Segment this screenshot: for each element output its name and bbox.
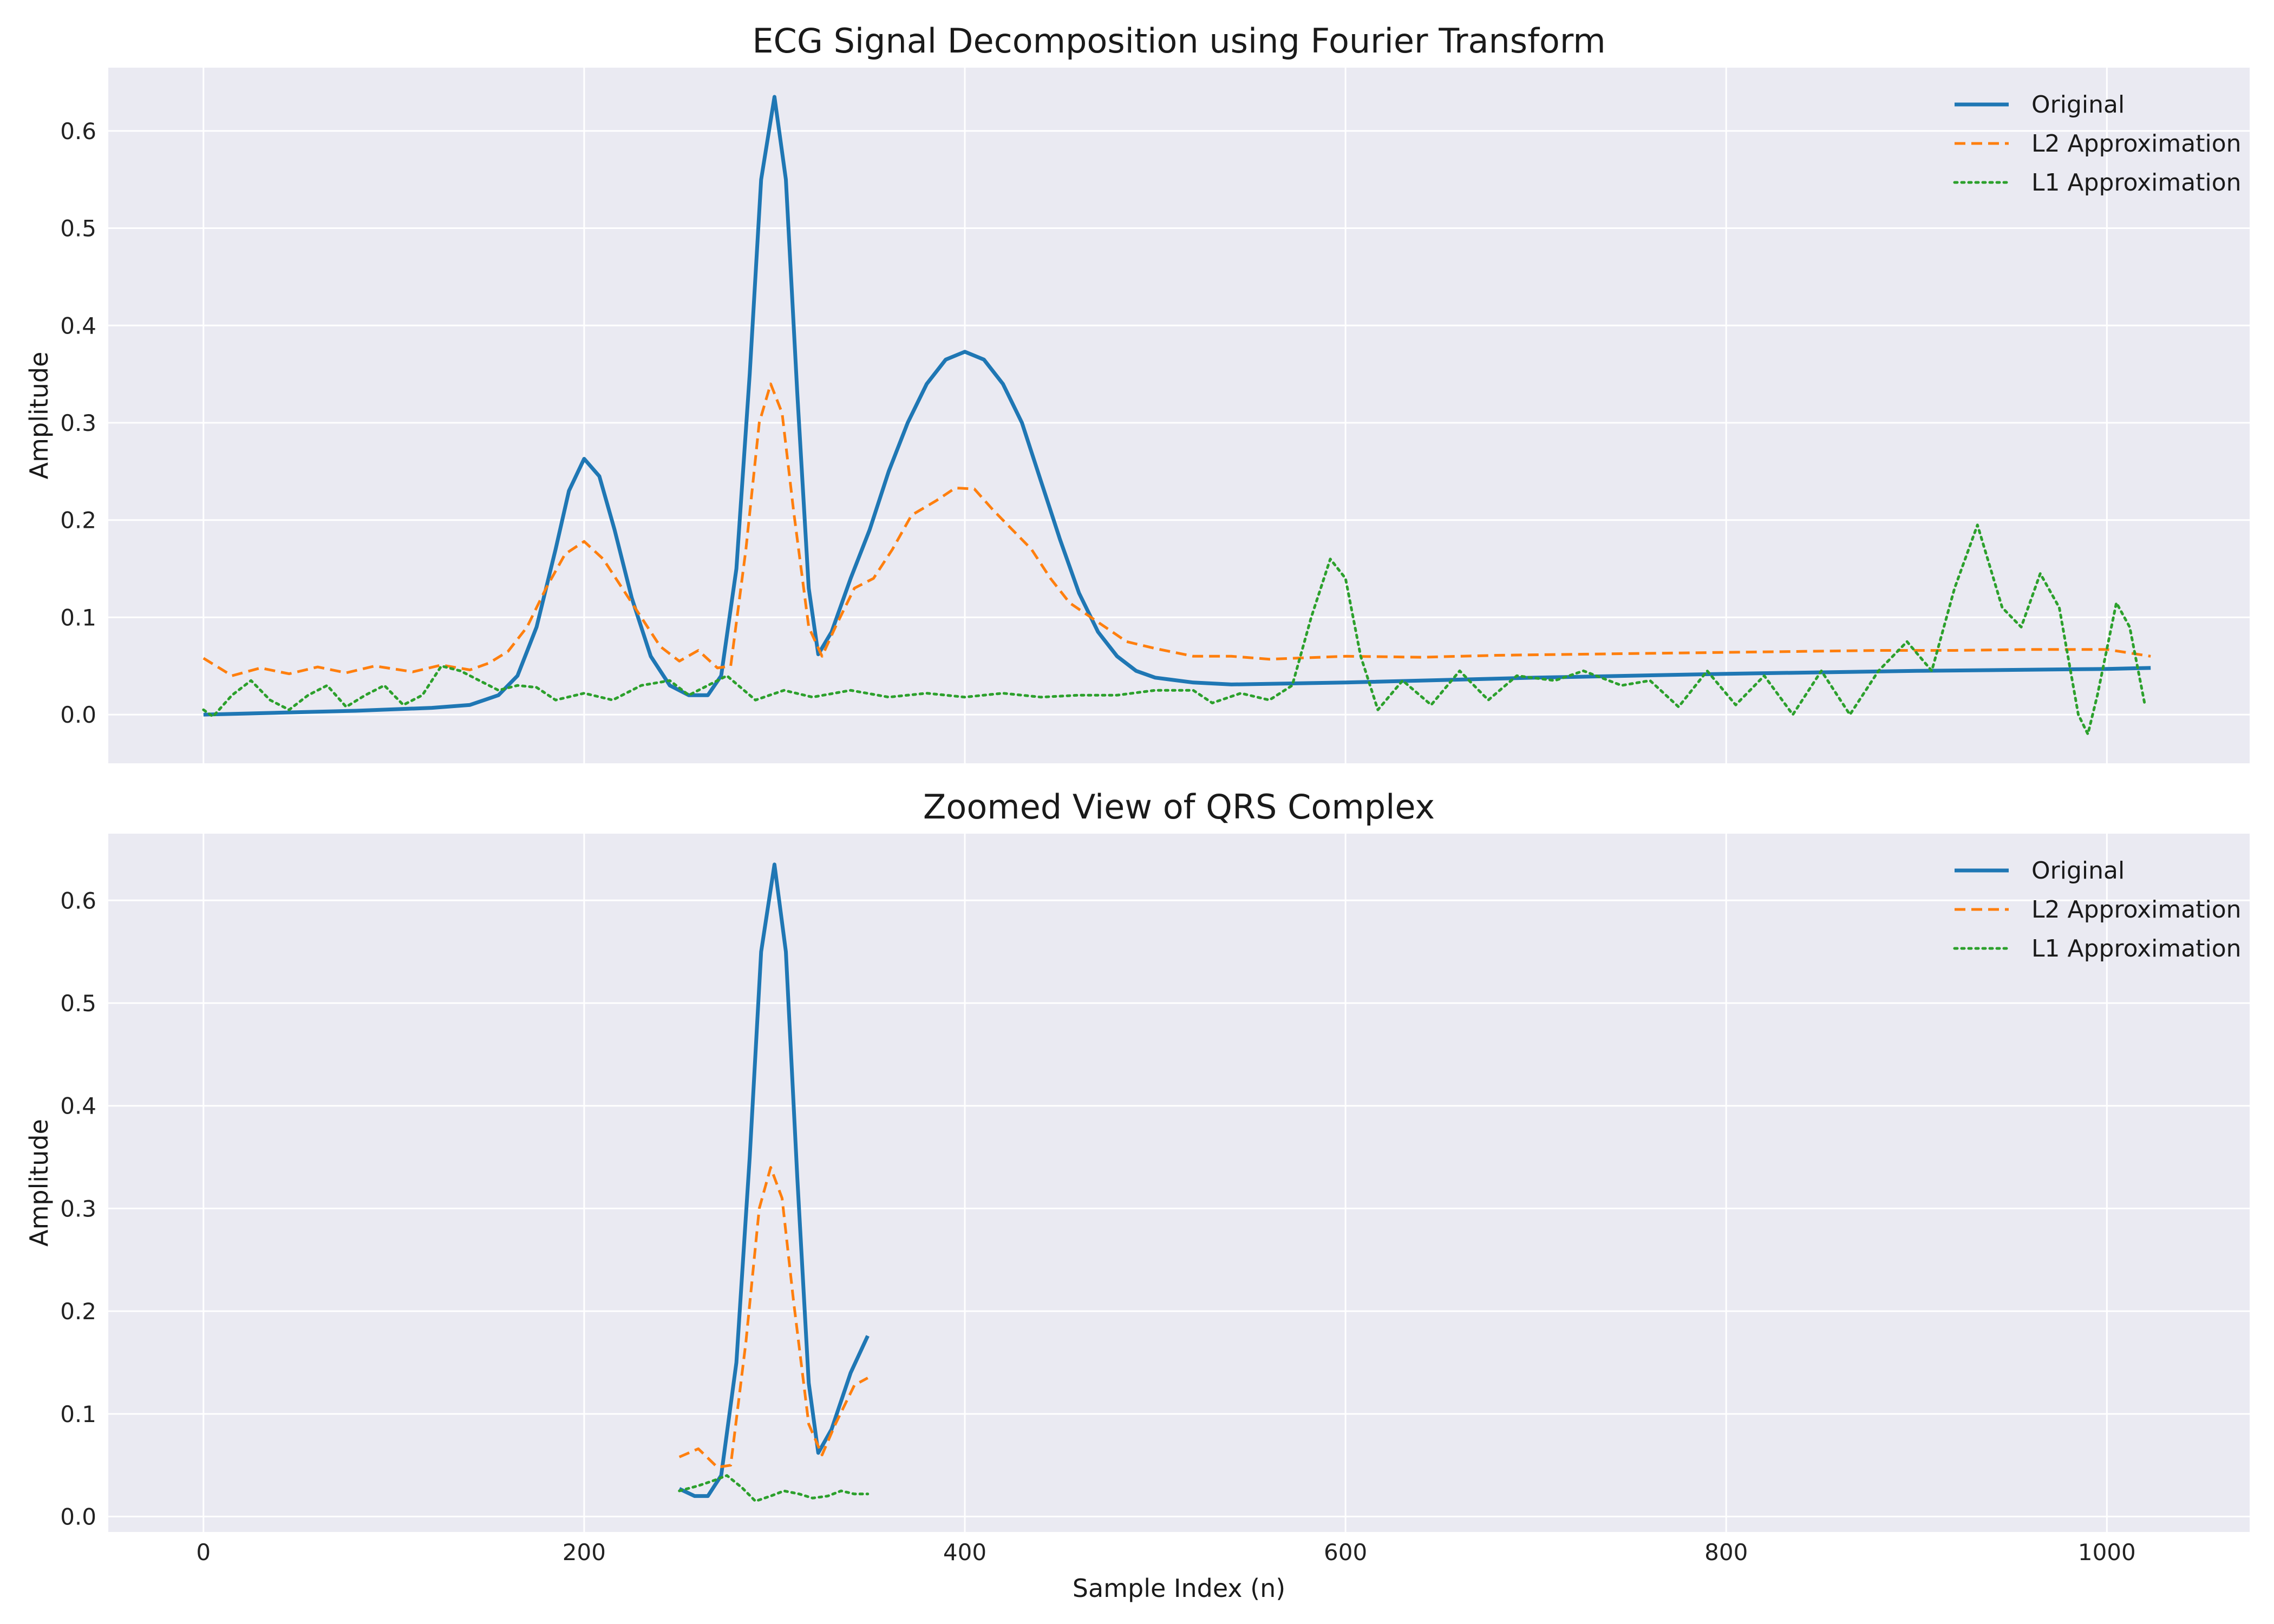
y-tick-label: 0.6 (60, 118, 96, 145)
y-tick-label: 0.0 (60, 1504, 96, 1530)
y-tick-label: 0.3 (60, 410, 96, 436)
y-tick-label: 0.2 (60, 507, 96, 534)
series-line-l2-approximation (202, 382, 2151, 677)
series-line-original (678, 862, 870, 1498)
subplot-1: 0.0 0.1 0.2 0.3 0.4 0.5 0.6 ECG Signal Decompos… (24, 21, 2250, 763)
x-axis-label: Sample Index (n) (1073, 1574, 1285, 1603)
y-tick-label: 0.1 (60, 604, 96, 631)
x-tick-label: 1000 (2078, 1539, 2136, 1566)
chart-title: ECG Signal Decomposition using Fourier T… (752, 21, 1605, 61)
legend-label: L2 Approximation (2031, 896, 2242, 924)
y-axis-label: Amplitude (24, 1119, 54, 1247)
x-tick-label: 0 (196, 1539, 211, 1566)
y-tick-label: 0.4 (60, 1093, 96, 1119)
plot-area (108, 834, 2250, 1532)
series-line-l2-approximation (678, 1166, 868, 1469)
legend-label: L1 Approximation (2031, 169, 2242, 197)
series-line-l1-approximation (678, 1474, 870, 1503)
y-tick-label: 0.5 (60, 215, 96, 242)
x-tick-label: 400 (943, 1539, 986, 1566)
legend-label: L1 Approximation (2031, 935, 2242, 962)
x-tick-label: 200 (563, 1539, 606, 1566)
chart-title: Zoomed View of QRS Complex (923, 787, 1435, 827)
legend-label: Original (2031, 857, 2125, 885)
y-tick-label: 0.1 (60, 1401, 96, 1427)
legend: Original L2 Approximation L1 Approximation (1953, 91, 2242, 197)
subplot-2: 0.0 0.1 0.2 0.3 0.4 0.5 0.6 0 200 400 600 800 1000 Zo… (24, 787, 2250, 1603)
y-tick-label: 0.2 (60, 1298, 96, 1325)
y-tick-label: 0.3 (60, 1195, 96, 1222)
y-tick-label: 0.5 (60, 990, 96, 1017)
series-line-original (203, 95, 2151, 717)
y-tick-label: 0.6 (60, 887, 96, 914)
plot-area (108, 68, 2250, 763)
y-tick-label: 0.0 (60, 702, 96, 728)
x-tick-label: 800 (1704, 1539, 1748, 1566)
series-line-l1-approximation (202, 523, 2147, 736)
legend-label: Original (2031, 91, 2125, 119)
y-tick-label: 0.4 (60, 312, 96, 339)
x-tick-label: 600 (1324, 1539, 1367, 1566)
legend: Original L2 Approximation L1 Approximation (1953, 857, 2242, 962)
legend-label: L2 Approximation (2031, 130, 2242, 158)
y-axis-label: Amplitude (24, 352, 54, 480)
